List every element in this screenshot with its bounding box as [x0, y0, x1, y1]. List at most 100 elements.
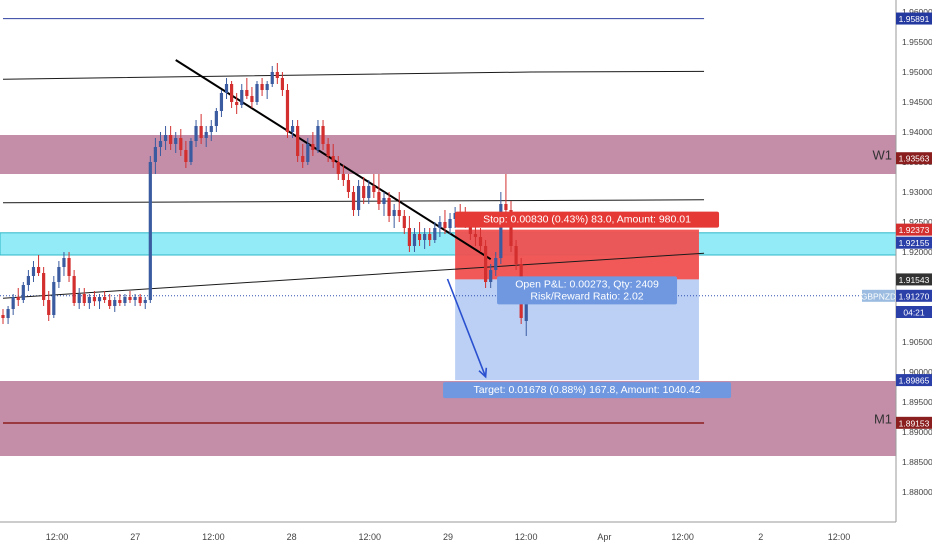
candle-body [372, 186, 376, 192]
price-badge-bg [862, 289, 895, 302]
candle [1, 309, 5, 324]
time-tick-label: 27 [130, 532, 140, 542]
candle [123, 294, 127, 306]
candle [260, 78, 264, 96]
candle-body [326, 144, 330, 156]
candle [412, 228, 417, 252]
candle [331, 144, 335, 168]
candle-body [296, 126, 300, 156]
target-label-text: Target: 0.01678 (0.88%) 167.8, Amount: 1… [474, 384, 701, 396]
candle-body [316, 126, 320, 150]
target-label-bg [443, 382, 732, 399]
candle [499, 192, 503, 264]
price-badge-bg [896, 289, 932, 302]
candle-body [443, 222, 447, 228]
candle-body [113, 300, 117, 306]
candle [438, 216, 442, 237]
price-badge-bg [896, 152, 932, 165]
price-tick-label: 1.94000 [902, 127, 932, 137]
price-badge-text: 1.89153 [899, 418, 930, 428]
time-axis[interactable]: 12:00 27 12:00 28 12:00 29 12:00 Apr 12:00 2 12:00 [0, 521, 896, 542]
candle [103, 291, 107, 303]
candle-body [260, 84, 264, 90]
candle-body [123, 297, 127, 303]
candle-body [184, 150, 188, 162]
candle [245, 78, 249, 99]
candle [235, 93, 239, 114]
candle-body [321, 126, 325, 144]
stop-label: Stop: 0.00830 (0.43%) 83.0, Amount: 980.… [455, 211, 720, 228]
w1-zone-label: W1 [873, 148, 893, 163]
candle-body [21, 285, 25, 300]
candle [270, 66, 274, 87]
price-badge-bg [896, 374, 932, 387]
candle [433, 222, 437, 243]
price-tick-label: 1.95000 [902, 67, 932, 77]
price-badge-bg [896, 416, 932, 429]
price-badge-text: 1.92373 [899, 225, 930, 235]
candle-body [270, 72, 274, 84]
candle-body [275, 72, 279, 78]
candle-body [423, 234, 427, 240]
price-badge-bg [896, 223, 932, 236]
candle [62, 252, 66, 276]
candle-body [179, 138, 183, 150]
candle-body [509, 210, 513, 246]
candle [301, 144, 305, 168]
candle [367, 180, 371, 204]
candle-body [382, 198, 386, 204]
candle [443, 210, 447, 234]
time-tick-label: 12:00 [359, 532, 382, 542]
candle [402, 210, 406, 234]
candle-body [72, 276, 76, 303]
candle-body [42, 273, 46, 300]
candle-body [153, 147, 157, 162]
candle [92, 291, 97, 306]
candle-body [484, 246, 488, 282]
candle-body [407, 228, 411, 246]
price-badge-bg [896, 236, 932, 249]
candle-body [255, 84, 259, 102]
candle [341, 165, 345, 186]
candle-body [57, 267, 61, 282]
candle-body [52, 282, 56, 315]
candle-body [1, 315, 5, 318]
price-badge: 1.91543 [896, 273, 932, 286]
cyan-zone [0, 232, 897, 256]
candle [484, 240, 488, 288]
candle [423, 228, 427, 249]
candle-body [473, 234, 478, 237]
price-axis[interactable]: 1.96000 1.95500 1.95000 1.94500 1.94000 1.935… [861, 0, 932, 550]
candle-body [397, 210, 401, 216]
candle-body [169, 135, 173, 144]
candle-body [87, 297, 91, 303]
price-tick-label: 1.95500 [902, 37, 932, 47]
candle [407, 216, 411, 252]
candle-body [209, 126, 213, 132]
candle [108, 294, 112, 309]
candle-body [128, 297, 132, 300]
candle [128, 291, 132, 303]
price-badge: 1.95891 [896, 12, 932, 25]
price-tick-label: 1.89500 [902, 397, 932, 407]
candle [133, 294, 137, 306]
price-tick-label: 1.92500 [902, 217, 932, 227]
candle-body [402, 216, 406, 228]
price-badge: 1.92155 [896, 236, 932, 249]
candle-body [245, 90, 249, 96]
candle-body [499, 204, 503, 258]
candle-body [438, 222, 442, 228]
projection-arrow-head [478, 367, 488, 379]
candle [321, 120, 325, 150]
candle [290, 120, 295, 138]
upper-channel-line [2, 70, 705, 80]
price-badge: 1.93563 [896, 152, 932, 165]
candle [473, 225, 478, 246]
candle-body [97, 297, 102, 302]
candle [72, 270, 76, 306]
candle-body [265, 84, 269, 90]
candle [163, 126, 168, 150]
price-badge-text: 1.92155 [899, 238, 930, 248]
candle [285, 84, 290, 138]
